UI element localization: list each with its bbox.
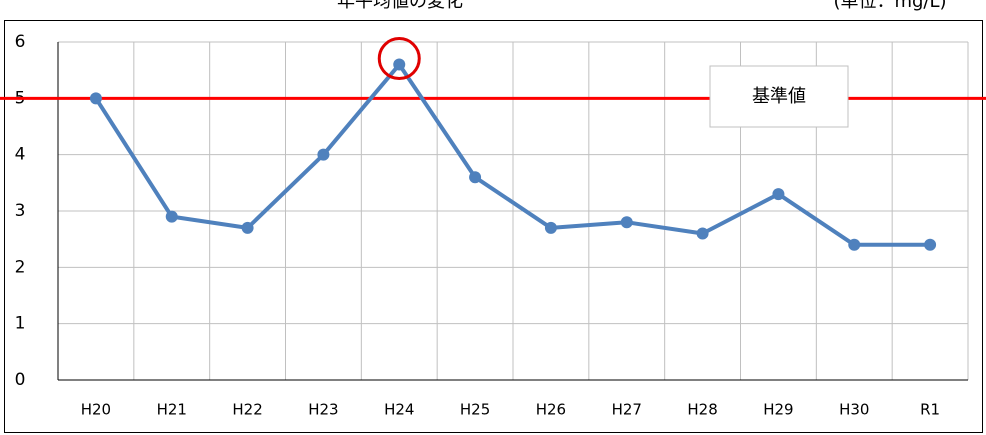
data-line xyxy=(94,62,931,247)
data-point xyxy=(89,92,102,105)
data-point xyxy=(696,227,709,240)
unit-label: (単位：mg/L) xyxy=(833,0,946,12)
y-tick-label: 4 xyxy=(15,145,26,165)
x-tick-label: H20 xyxy=(81,401,111,419)
x-tick-label: H21 xyxy=(157,401,187,419)
data-point xyxy=(469,171,482,184)
y-tick-label: 2 xyxy=(15,257,26,277)
y-tick-label: 1 xyxy=(15,314,26,334)
data-point xyxy=(241,221,254,234)
x-tick-label: H24 xyxy=(384,401,414,419)
x-tick-label: H29 xyxy=(763,401,793,419)
y-tick-label: 6 xyxy=(15,32,26,52)
y-tick-label: 0 xyxy=(15,370,26,390)
reference-label-box xyxy=(709,65,849,128)
highlight-circle xyxy=(377,37,421,81)
x-tick-label: H23 xyxy=(308,401,338,419)
data-point xyxy=(317,148,330,161)
x-tick-label: H28 xyxy=(687,401,717,419)
data-point xyxy=(165,210,178,223)
data-point xyxy=(772,188,785,201)
y-tick-label: 3 xyxy=(15,201,26,221)
x-tick-label: H22 xyxy=(232,401,262,419)
data-point xyxy=(848,238,861,251)
chart-title: 年平均値の変化 xyxy=(337,0,463,12)
x-tick-label: H25 xyxy=(460,401,490,419)
x-tick-label: H26 xyxy=(536,401,566,419)
data-point xyxy=(924,238,937,251)
x-tick-label: H27 xyxy=(612,401,642,419)
reference-label: 基準値 xyxy=(752,86,806,107)
data-point xyxy=(544,221,557,234)
data-point xyxy=(620,216,633,229)
x-tick-label: H30 xyxy=(839,401,869,419)
data-point xyxy=(393,58,406,71)
x-tick-label: R1 xyxy=(920,401,940,419)
